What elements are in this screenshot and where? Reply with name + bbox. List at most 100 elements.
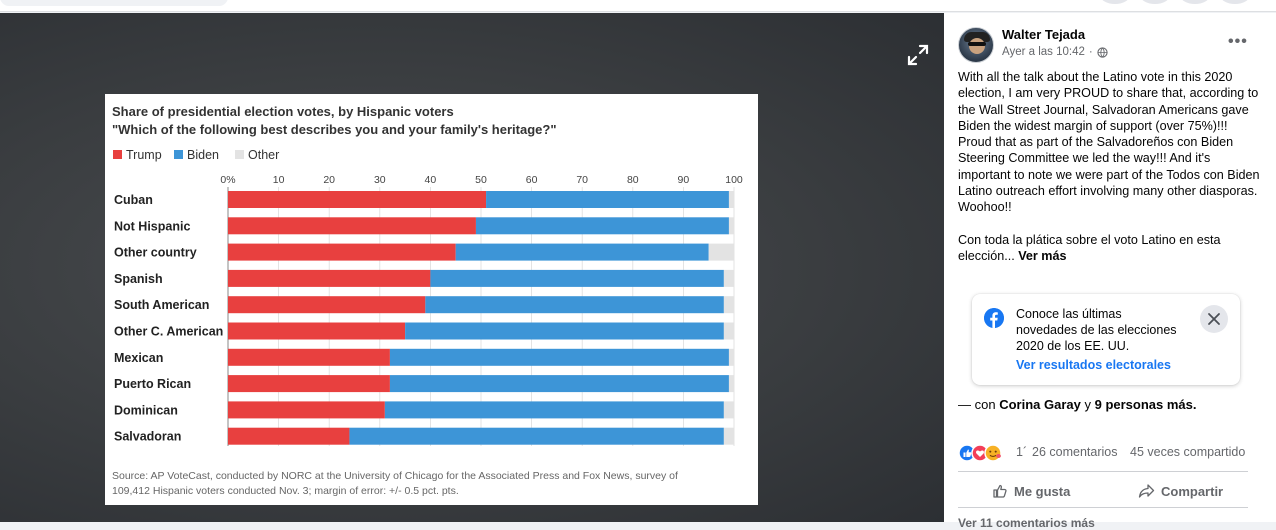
chart-source-line-2: 109,412 Hispanic voters conducted Nov. 3… (112, 485, 459, 497)
bar-trump (228, 427, 350, 445)
bar-trump (228, 243, 456, 261)
bar-biden (349, 427, 724, 445)
close-card-button[interactable] (1200, 305, 1228, 333)
share-icon (1138, 484, 1155, 498)
bar-other (728, 191, 734, 208)
category-label: Mexican (114, 351, 163, 365)
post-sidebar: Walter Tejada Ayer a las 10:42 · ••• Wit… (944, 13, 1276, 530)
comments-count[interactable]: 26 comentarios (1032, 445, 1118, 459)
actions-divider (958, 507, 1248, 508)
top-bar (0, 0, 1276, 12)
bar-other (723, 269, 734, 287)
category-label: Salvadoran (114, 430, 181, 444)
x-tick-label: 70 (576, 174, 588, 186)
legend-label-biden: Biden (187, 148, 219, 162)
bar-other (728, 217, 734, 235)
category-label: Not Hispanic (114, 219, 190, 233)
bar-biden (475, 217, 729, 235)
x-tick-label: 100 (725, 174, 743, 186)
see-more-link[interactable]: Ver más (1018, 248, 1067, 263)
category-label: South American (114, 298, 209, 312)
bar-biden (425, 296, 724, 314)
post-text-english: With all the talk about the Latino vote … (958, 70, 1260, 215)
bar-other (723, 427, 734, 445)
chart-legend: Trump Biden Other (113, 148, 279, 162)
election-card-text: Conoce las últimas novedades de las elec… (1016, 307, 1177, 353)
bar-trump (228, 296, 426, 314)
bar-biden (455, 243, 709, 261)
bar-rows: Cuban Not Hispanic Other country Spanish Sou… (114, 191, 734, 445)
bar-biden (389, 375, 729, 393)
more-comments-link[interactable]: Ver 11 comentarios más (958, 516, 1095, 530)
legend-label-other: Other (248, 148, 279, 162)
category-label: Other country (114, 246, 197, 260)
post-stats: 1´ 26 comentarios 45 veces compartido (958, 443, 1262, 463)
share-button[interactable]: Compartir (1138, 479, 1223, 503)
tagged-others-link[interactable]: 9 personas más. (1094, 397, 1197, 412)
bar-biden (405, 322, 724, 340)
bar-trump (228, 322, 406, 340)
avatar[interactable] (958, 27, 994, 63)
bar-biden (389, 348, 729, 366)
x-tick-label: 30 (374, 174, 386, 186)
expand-icon[interactable] (906, 43, 930, 67)
bar-trump (228, 191, 487, 208)
bar-biden (384, 401, 724, 419)
election-info-card: Conoce las últimas novedades de las elec… (972, 294, 1240, 385)
chart-title: Share of presidential election votes, by… (112, 104, 454, 119)
reactions-icon[interactable] (958, 444, 1006, 462)
share-label: Compartir (1161, 483, 1224, 499)
legend-label-trump: Trump (126, 148, 162, 162)
post-timestamp[interactable]: Ayer a las 10:42 (1002, 46, 1085, 58)
globe-icon (1097, 46, 1108, 58)
x-tick-label: 50 (475, 174, 487, 186)
author-name[interactable]: Walter Tejada (1002, 27, 1086, 42)
stats-divider (958, 471, 1248, 472)
notifications-button[interactable] (1180, 0, 1210, 4)
more-options-button[interactable]: ••• (1228, 33, 1248, 50)
menu-button[interactable] (1100, 0, 1130, 4)
bar-other (728, 375, 734, 393)
search-bar[interactable] (0, 0, 228, 6)
category-label: Puerto Rican (114, 377, 191, 391)
post-meta: Ayer a las 10:42 · (1002, 46, 1108, 58)
x-tick-label: 20 (323, 174, 335, 186)
x-tick-label: 80 (627, 174, 639, 186)
bar-other (723, 296, 734, 314)
messenger-button[interactable] (1140, 0, 1170, 4)
chart-source-line-1: Source: AP VoteCast, conducted by NORC a… (112, 470, 678, 482)
post-text-spanish: Con toda la plática sobre el voto Latino… (958, 232, 1221, 263)
close-icon (1208, 313, 1220, 325)
election-results-link[interactable]: Ver resultados electorales (1016, 358, 1171, 372)
x-axis-ticks: 0% 10 20 30 40 50 60 70 80 90 100 (220, 174, 743, 186)
category-label: Spanish (114, 272, 163, 286)
bar-other (723, 401, 734, 419)
chart-subtitle: "Which of the following best describes y… (112, 122, 556, 137)
bar-trump (228, 401, 385, 419)
chart-image: Share of presidential election votes, by… (105, 94, 758, 505)
category-label: Cuban (114, 193, 153, 207)
thumbs-up-icon (993, 484, 1007, 498)
x-tick-label: 0% (220, 174, 235, 186)
bar-trump (228, 348, 390, 366)
x-tick-label: 60 (526, 174, 538, 186)
like-button[interactable]: Me gusta (992, 479, 1070, 503)
account-button[interactable] (1220, 0, 1250, 4)
bar-trump (228, 217, 476, 235)
tagged-person-link[interactable]: Corina Garay (999, 397, 1081, 412)
reaction-count[interactable]: 1´ (1016, 445, 1028, 459)
facebook-logo-icon (984, 308, 1004, 328)
category-label: Dominican (114, 403, 178, 417)
bar-biden (430, 269, 724, 287)
legend-swatch-other (235, 150, 244, 159)
category-label: Other C. American (114, 325, 223, 339)
bar-trump (228, 375, 390, 393)
legend-swatch-biden (174, 150, 183, 159)
bar-other (723, 322, 734, 340)
bar-biden (486, 191, 729, 208)
x-tick-label: 10 (273, 174, 285, 186)
shares-count[interactable]: 45 veces compartido (1130, 445, 1246, 459)
dot-separator: · (1088, 46, 1093, 58)
bar-other (728, 348, 734, 366)
legend-swatch-trump (113, 150, 122, 159)
